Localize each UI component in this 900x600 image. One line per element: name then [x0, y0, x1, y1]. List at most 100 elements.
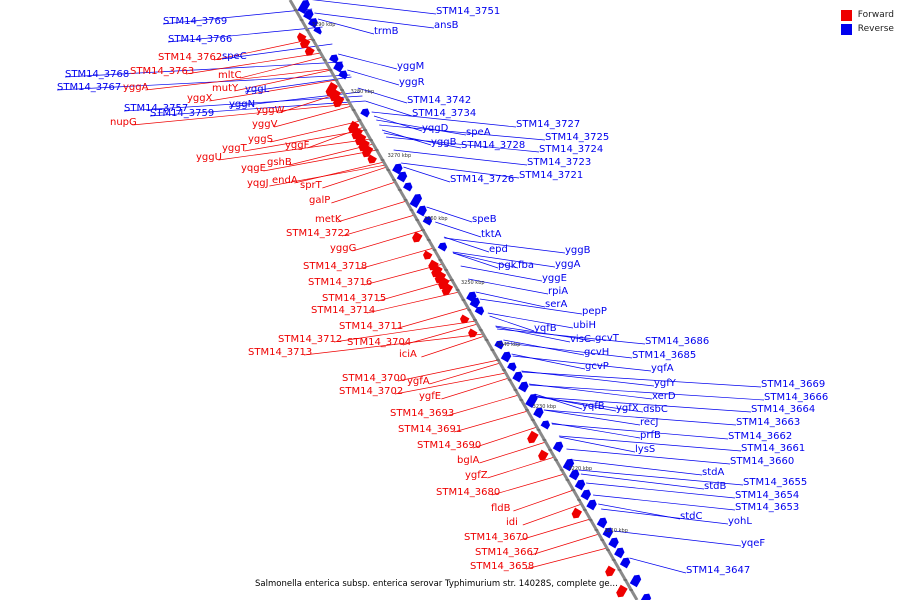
reverse-gene [494, 340, 504, 350]
reverse-gene-label: yqfB [534, 323, 557, 334]
leader-line [511, 353, 586, 370]
reverse-gene-label: STM14_3724 [539, 144, 603, 155]
reverse-gene-label: pgk [498, 260, 517, 271]
reverse-gene-label: STM14_3728 [461, 140, 525, 151]
forward-gene [468, 328, 478, 338]
gene-glyphs [296, 0, 652, 600]
leader-line [453, 252, 519, 269]
reverse-gene-label: lysS [635, 444, 655, 455]
reverse-gene-label: STM14_3655 [743, 477, 807, 488]
leader-line [347, 69, 400, 86]
leader-line [366, 291, 460, 314]
leader-line [435, 221, 482, 238]
leader-line [358, 247, 434, 270]
reverse-gene [500, 351, 512, 363]
leader-line [534, 393, 583, 410]
reverse-gene [303, 9, 314, 21]
kbp-tick-label: 3210 kbp [604, 528, 628, 534]
reverse-gene [602, 527, 613, 539]
leader-line [270, 120, 361, 143]
reverse-gene [569, 469, 580, 481]
legend-forward: Forward [840, 8, 894, 22]
leader-line [487, 456, 555, 479]
leader-line [491, 473, 565, 496]
forward-gene-label: STM14_3667 [475, 547, 539, 558]
leader-line [209, 79, 337, 102]
leader-line [497, 328, 646, 345]
leader-line [536, 396, 644, 413]
reverse-gene-label: STM14_3686 [645, 336, 709, 347]
reverse-gene-label: recJ [640, 417, 659, 428]
reverse-gene-label: STM14_3654 [735, 490, 799, 501]
reverse-gene-label: stdA [702, 467, 724, 478]
reverse-gene-label: yggR [399, 77, 425, 88]
reverse-gene-label: STM14_3661 [741, 443, 805, 454]
leader-line [601, 508, 729, 525]
reverse-gene [313, 27, 322, 35]
leader-line [56, 74, 351, 91]
forward-gene-label: galP [309, 195, 330, 206]
leader-line [558, 435, 742, 452]
kbp-tick-label: 3280 kbp [351, 89, 375, 95]
leader-line [397, 359, 499, 382]
leader-line [522, 503, 582, 526]
reverse-gene-label: STM14_3768 [65, 69, 129, 80]
leader-line [311, 0, 437, 15]
leader-line [536, 396, 752, 413]
forward-gene-label: STM14_3700 [342, 373, 406, 384]
forward-gene-label: yggT [222, 143, 248, 154]
leader-line [521, 371, 762, 388]
reverse-gene-label: gcvP [585, 361, 609, 372]
leader-line [269, 164, 386, 187]
leader-line [479, 298, 583, 315]
forward-gene-label: STM14_3691 [398, 424, 462, 435]
reverse-gene-label: gcvH [584, 347, 609, 358]
leader-line [331, 181, 396, 204]
leader-line [365, 100, 413, 117]
forward-gene-label: mutY [212, 83, 239, 94]
forward-gene [605, 565, 616, 577]
leader-line [613, 530, 742, 547]
reverse-gene-label: STM14_3647 [686, 565, 750, 576]
reverse-gene-label: fba [518, 260, 534, 271]
legend-reverse-label: Reverse [857, 24, 894, 34]
forward-gene-label: yqgJ [247, 178, 269, 189]
forward-gene-label: ygfZ [465, 470, 488, 481]
reverse-gene-label: STM14_3685 [632, 350, 696, 361]
leader-line [519, 518, 591, 541]
forward-gene-label: STM14_3718 [303, 261, 367, 272]
leader-line [468, 278, 549, 295]
leader-line [403, 166, 451, 183]
forward-gene-label: ygfA [407, 376, 430, 387]
leader-line [317, 18, 375, 35]
leader-line [213, 38, 314, 61]
forward-gene [459, 314, 470, 324]
label-leader-lines [56, 0, 765, 574]
leader-line [453, 252, 499, 269]
leader-line [429, 362, 501, 385]
forward-gene [358, 138, 370, 152]
leader-line [352, 229, 424, 252]
forward-gene-label: idi [506, 517, 518, 528]
reverse-gene-label: yqfB [582, 401, 605, 412]
forward-gene-label: STM14_3762 [158, 52, 222, 63]
forward-gene-label: yqgE [241, 163, 266, 174]
reverse-gene [574, 479, 586, 491]
forward-gene-label: yggG [330, 243, 356, 254]
forward-gene [304, 46, 315, 56]
leader-line [337, 200, 407, 223]
reverse-gene [512, 371, 523, 383]
leader-line [402, 323, 478, 346]
reverse-gene [403, 182, 413, 192]
forward-gene [412, 231, 423, 243]
reverse-gene-label: gcvT [595, 333, 620, 344]
leader-line [426, 206, 473, 223]
forward-gene-label: STM14_3722 [286, 228, 350, 239]
forward-gene-label: yggV [252, 119, 278, 130]
reverse-gene-label: STM14_3734 [412, 108, 476, 119]
leader-line [593, 494, 736, 511]
leader-line [629, 557, 687, 574]
leader-line [543, 409, 737, 426]
reverse-gene [507, 362, 517, 372]
reverse-gene [540, 420, 551, 430]
